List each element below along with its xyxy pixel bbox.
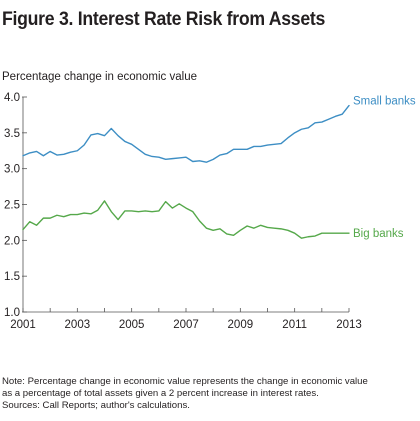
x-tick-label: 2009 [228,319,254,331]
y-tick-label: 1.0 [4,307,20,319]
y-tick-label: 1.5 [4,271,20,283]
x-tick-label: 2001 [10,319,36,331]
x-tick-label: 2011 [282,319,307,331]
y-tick-label: 3.0 [4,164,20,176]
y-tick-label: 2.0 [4,235,20,247]
x-tick-label: 2003 [65,319,91,331]
y-tick-label: 2.5 [4,200,20,212]
y-axis-title: Percentage change in economic value [2,71,197,83]
y-tick-label: 4.0 [4,92,20,104]
figure-title: Figure 3. Interest Rate Risk from Assets [2,9,326,30]
x-tick-label: 2005 [119,319,145,331]
series-line-small-banks [22,104,350,163]
x-tick-label: 2007 [173,319,199,331]
note-line-2: as a percentage of total assets given a … [2,387,319,399]
note-line-1: Note: Percentage change in economic valu… [2,376,368,387]
series-label-small-banks: Small banks [353,96,416,108]
figure-notes: Note: Percentage change in economic valu… [2,376,368,411]
y-tick-label: 3.5 [4,128,20,140]
sources-line: Sources: Call Reports; author's calculat… [2,399,190,411]
series-label-big-banks: Big banks [353,228,404,240]
series-line-big-banks [22,200,350,239]
x-tick-label: 2013 [336,319,362,331]
